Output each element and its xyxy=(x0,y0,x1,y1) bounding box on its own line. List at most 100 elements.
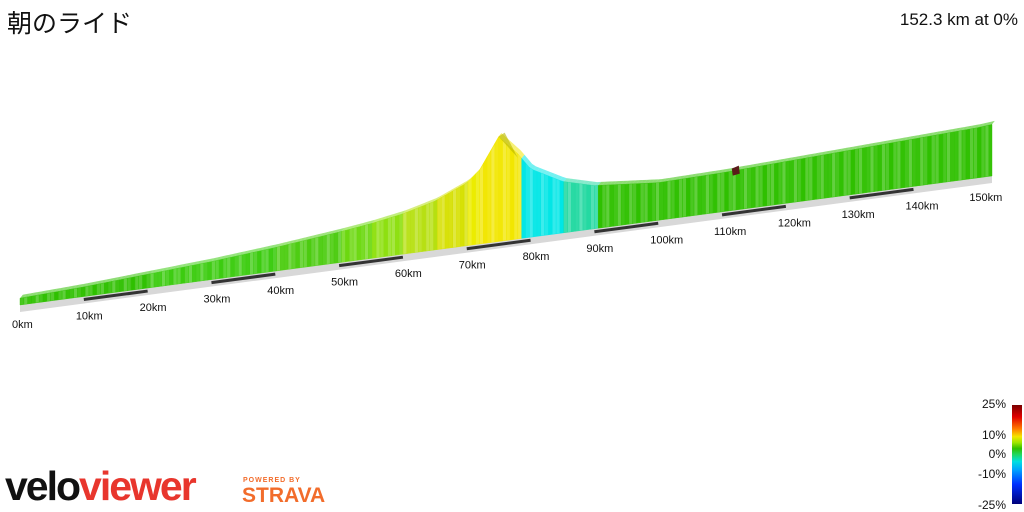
profile-slice-top xyxy=(353,223,360,229)
profile-slice xyxy=(980,125,986,178)
profile-slice-top xyxy=(678,175,686,180)
profile-slice-top xyxy=(242,250,249,255)
profile-slice xyxy=(854,148,859,195)
profile-slice xyxy=(433,199,438,251)
profile-slice xyxy=(839,151,844,197)
profile-slice-top xyxy=(379,216,387,221)
profile-slice xyxy=(35,294,40,304)
profile-slice xyxy=(663,181,668,220)
profile-slice-top xyxy=(437,193,445,200)
profile-slice xyxy=(540,172,545,237)
profile-slice-top xyxy=(916,134,923,139)
profile-slice-top xyxy=(667,177,674,182)
profile-slice-top xyxy=(751,163,759,168)
profile-slice-top xyxy=(330,229,337,235)
profile-slice-top xyxy=(628,180,636,185)
profile-slice-top xyxy=(280,241,288,247)
profile-slice xyxy=(203,262,208,281)
baseline-segment xyxy=(594,221,659,234)
profile-slice xyxy=(368,222,373,259)
profile-slice-top xyxy=(127,274,134,279)
profile-slice xyxy=(349,228,354,262)
profile-slice-top xyxy=(20,294,27,299)
profile-slice xyxy=(923,136,928,186)
profile-slice-top xyxy=(962,126,969,131)
profile-slice xyxy=(27,295,32,305)
profile-slice-top xyxy=(529,163,536,170)
profile-slice xyxy=(261,249,266,274)
profile-slice-top xyxy=(640,179,647,184)
profile-slice-top xyxy=(35,291,42,296)
profile-slice xyxy=(732,170,737,211)
profile-slice-top xyxy=(931,131,938,136)
profile-slice-top xyxy=(908,135,916,140)
profile-slice-top xyxy=(958,126,965,132)
profile-slice xyxy=(977,126,982,179)
profile-slice-top xyxy=(954,127,961,132)
profile-slice xyxy=(437,197,442,250)
profile-slice-top xyxy=(805,154,812,159)
powered-by-label: POWERED BY xyxy=(243,477,301,484)
profile-slice-top xyxy=(138,271,146,277)
profile-slice xyxy=(739,168,744,210)
profile-slice-top xyxy=(831,149,839,154)
baseline-segment xyxy=(721,204,787,217)
profile-slice xyxy=(364,224,369,260)
profile-slice xyxy=(613,184,618,227)
profile-slice-top xyxy=(900,137,908,142)
profile-slice-top xyxy=(739,165,747,170)
veloviewer-logo: veloviewer xyxy=(5,466,197,507)
profile-slice xyxy=(410,208,415,254)
profile-slice xyxy=(192,264,197,283)
profile-slice xyxy=(50,291,55,302)
profile-slice xyxy=(777,161,783,205)
profile-slice-top xyxy=(843,147,850,152)
profile-slice-top xyxy=(808,153,816,158)
profile-slice-top xyxy=(609,181,617,185)
profile-slice xyxy=(318,235,323,266)
profile-slice xyxy=(689,176,695,217)
profile-slice xyxy=(115,279,120,293)
profile-slice-top xyxy=(207,258,215,263)
profile-slice xyxy=(142,274,147,289)
profile-slice-top xyxy=(73,284,81,289)
profile-slice xyxy=(238,254,243,277)
profile-slice xyxy=(900,140,905,189)
profile-slice-top xyxy=(222,254,230,260)
profile-slice-top xyxy=(27,292,35,297)
profile-slice xyxy=(843,150,848,196)
profile-slice xyxy=(686,177,691,217)
profile-slice-top xyxy=(950,128,958,133)
profile-slice-top xyxy=(395,211,402,217)
profile-slice-top xyxy=(154,268,161,273)
profile-slice-top xyxy=(674,176,682,181)
profile-slice-top xyxy=(360,221,368,227)
profile-slice-top xyxy=(199,259,207,264)
profile-slice-top xyxy=(904,136,912,141)
profile-slice xyxy=(184,265,189,284)
profile-slice xyxy=(372,221,377,259)
profile-slice xyxy=(774,162,779,206)
profile-slice xyxy=(81,286,86,298)
profile-slice-top xyxy=(219,255,226,260)
profile-slice-top xyxy=(188,261,196,267)
profile-slice-top xyxy=(356,222,364,228)
profile-slice-top xyxy=(410,205,418,211)
distance-tick-label: 80km xyxy=(523,251,550,263)
profile-slice-top xyxy=(31,291,39,297)
profile-slice-top xyxy=(177,264,184,269)
profile-slice xyxy=(272,246,277,272)
profile-slice-top xyxy=(636,180,644,184)
profile-slice-top xyxy=(265,245,272,250)
profile-slice xyxy=(375,220,381,258)
profile-slice-top xyxy=(299,237,307,242)
profile-slice-top xyxy=(724,168,732,173)
profile-slice xyxy=(781,161,787,205)
profile-slice xyxy=(502,139,507,242)
profile-slice-top xyxy=(337,227,345,233)
page-title: 朝のライド xyxy=(7,9,133,38)
profile-slice xyxy=(517,153,522,240)
profile-slice-top xyxy=(119,275,127,280)
profile-slice xyxy=(785,160,790,204)
profile-slice xyxy=(946,132,951,183)
